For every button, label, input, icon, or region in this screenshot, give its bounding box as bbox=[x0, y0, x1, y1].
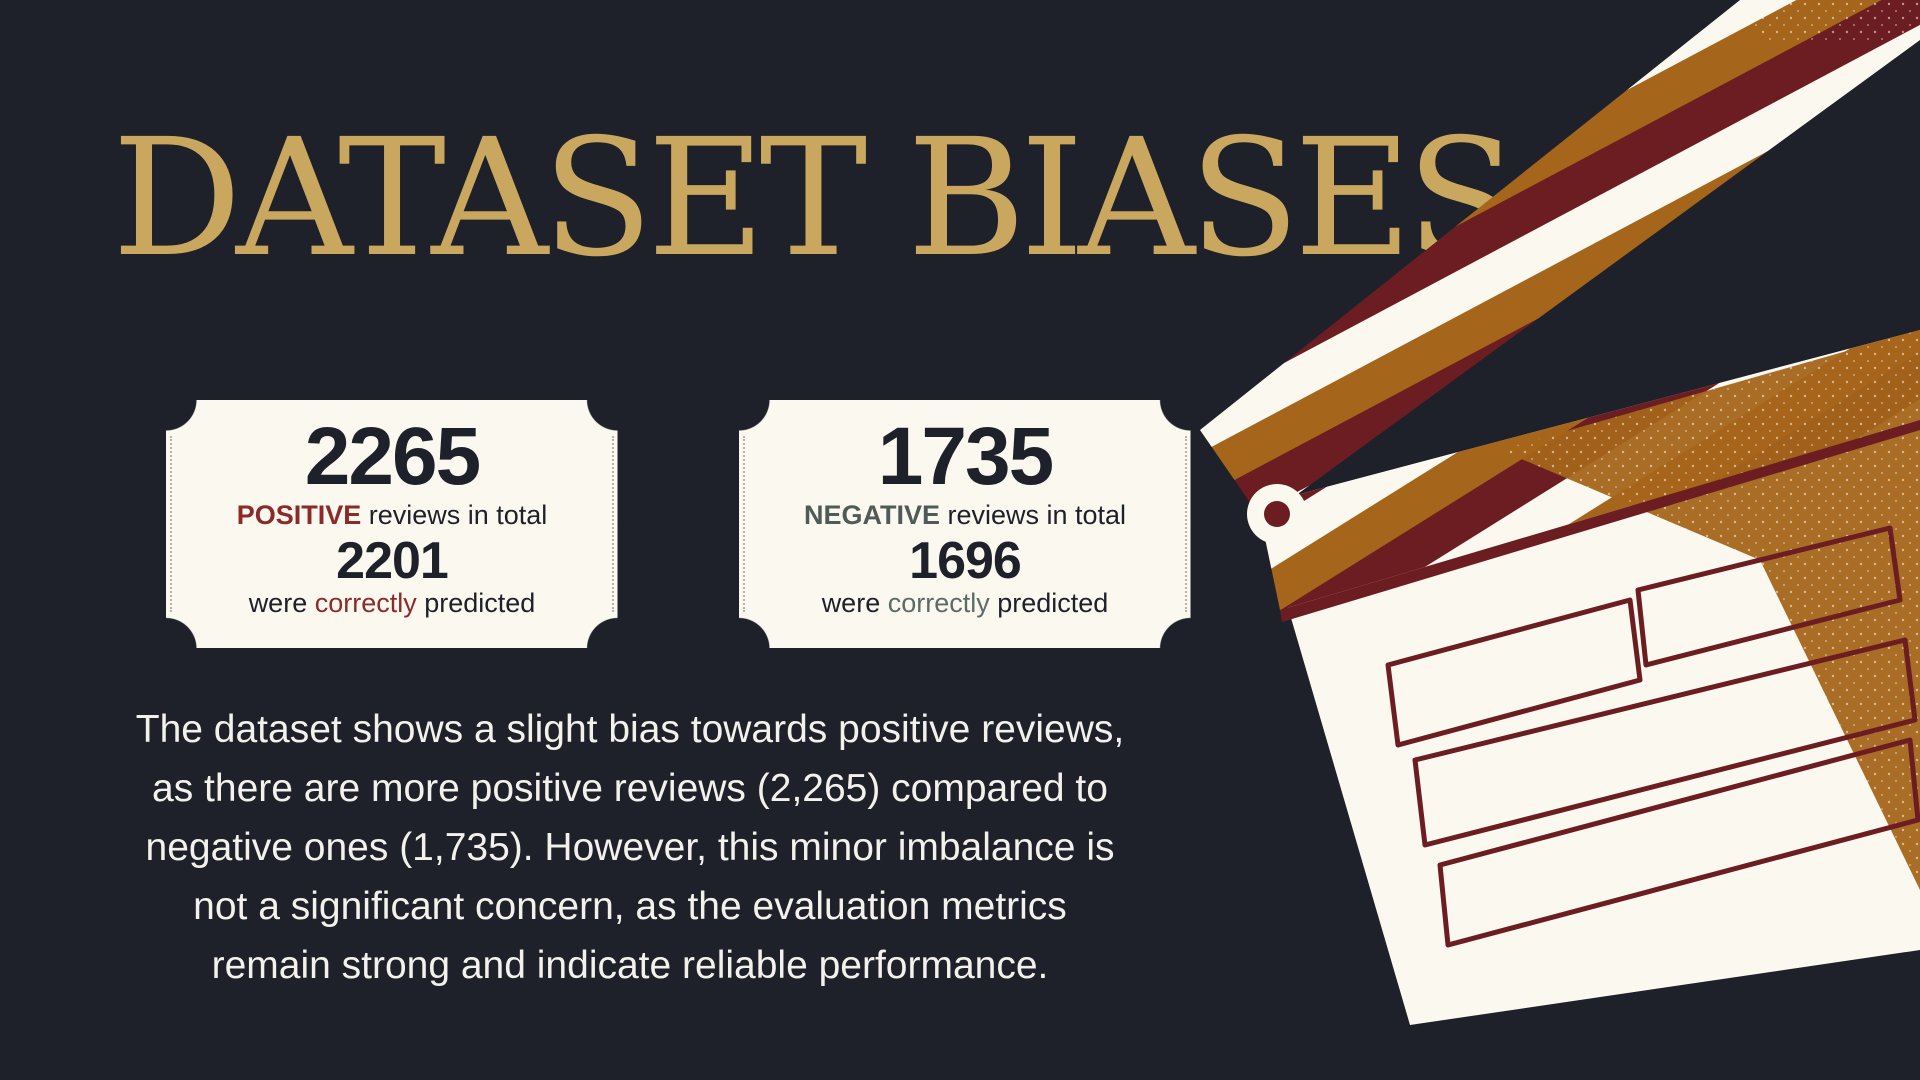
positive-correct-value: 2201 bbox=[336, 532, 449, 590]
positive-total-label: POSITIVE reviews in total bbox=[166, 500, 618, 530]
clapper-field-boxes bbox=[1385, 525, 1920, 948]
negative-reviews-card: 1735 NEGATIVE reviews in total 1696 were… bbox=[739, 400, 1191, 648]
negative-correct-value: 1696 bbox=[909, 532, 1022, 590]
negative-correct-label: were correctly predicted bbox=[739, 588, 1191, 618]
positive-total-value: 2265 bbox=[304, 411, 481, 502]
clapper-board-body bbox=[1258, 330, 1920, 1025]
page-title: DATASET BIASES bbox=[112, 105, 1517, 293]
negative-pred-post: predicted bbox=[989, 588, 1109, 618]
negative-total-label: NEGATIVE reviews in total bbox=[739, 500, 1191, 530]
negative-label-word: NEGATIVE bbox=[803, 500, 940, 530]
clapperboard-icon bbox=[1200, 0, 1920, 1025]
clapper-top-arm bbox=[1200, 0, 1920, 520]
positive-label-word: POSITIVE bbox=[236, 500, 362, 530]
positive-pred-pre: were bbox=[248, 588, 315, 618]
clapper-hinge bbox=[1247, 484, 1307, 544]
positive-pred-post: predicted bbox=[416, 588, 536, 618]
positive-correct-label: were correctly predicted bbox=[166, 588, 618, 618]
negative-pred-word: correctly bbox=[887, 588, 990, 618]
positive-pred-word: correctly bbox=[314, 588, 417, 618]
negative-label-rest: reviews in total bbox=[939, 500, 1127, 530]
positive-reviews-card: 2265 POSITIVE reviews in total 2201 were… bbox=[166, 400, 618, 648]
negative-pred-pre: were bbox=[821, 588, 888, 618]
bias-description-paragraph: The dataset shows a slight bias towards … bbox=[135, 708, 1125, 987]
positive-label-rest: reviews in total bbox=[361, 500, 548, 530]
negative-total-value: 1735 bbox=[877, 411, 1054, 502]
